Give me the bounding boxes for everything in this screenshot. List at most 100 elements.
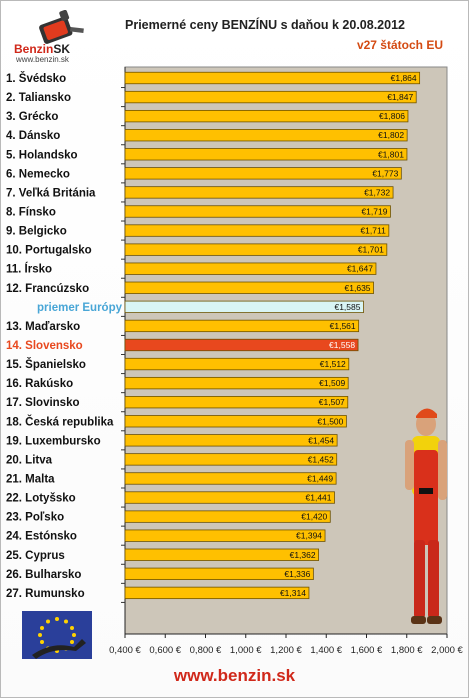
value-label-2: €1,847: [387, 92, 413, 102]
logo-name: Benzin: [14, 42, 54, 56]
value-label-7: €1,732: [364, 187, 390, 197]
value-label-4: €1,802: [378, 130, 404, 140]
bar-27: [124, 567, 314, 580]
x-tick-label-3: 0,800 €: [190, 645, 222, 656]
fuel-gun-logo-icon: [39, 10, 84, 44]
value-label-24: €1,420: [301, 512, 327, 522]
chart-subtitle: v27 štátoch EU: [356, 38, 443, 52]
value-label-11: €1,647: [347, 264, 373, 274]
value-label-1: €1,864: [391, 73, 417, 83]
bar-20: [124, 434, 338, 447]
bar-25: [124, 529, 326, 542]
value-label-12: €1,635: [345, 283, 371, 293]
category-label-1: 1. Švédsko: [6, 72, 66, 85]
value-label-3: €1,806: [379, 111, 405, 121]
value-label-21: €1,452: [308, 454, 334, 464]
bar-22: [124, 472, 337, 485]
bar-1: [124, 71, 421, 85]
category-label-14: 13. Maďarsko: [6, 321, 80, 333]
footer-url: www.benzin.sk: [173, 666, 296, 685]
category-label-26: 25. Cyprus: [6, 550, 65, 562]
category-label-15: 14. Slovensko: [6, 340, 83, 352]
value-label-5: €1,801: [378, 149, 404, 159]
x-tick-label-1: 0,400 €: [109, 645, 141, 656]
x-tick-label-7: 1,600 €: [351, 645, 383, 656]
value-label-20: €1,454: [308, 435, 334, 445]
x-tick-label-4: 1,000 €: [230, 645, 262, 656]
gas-station-attendant-image: [405, 408, 447, 624]
category-label-6: 6. Nemecko: [6, 168, 70, 180]
category-label-19: 18. Česká republika: [6, 415, 114, 428]
bar-16: [124, 357, 350, 371]
value-label-25: €1,394: [296, 531, 322, 541]
logo-wordmark: BenzinSK: [14, 42, 70, 56]
x-tick-label-5: 1,200 €: [270, 645, 302, 656]
bar-8: [124, 205, 391, 218]
bar-17: [124, 376, 349, 390]
logo-suffix: SK: [53, 42, 71, 56]
category-label-10: 10. Portugalsko: [6, 245, 92, 257]
value-label-28: €1,314: [280, 588, 306, 598]
bar-14: [124, 319, 360, 333]
category-label-18: 17. Slovinsko: [6, 397, 80, 409]
value-label-19: €1,500: [317, 416, 343, 426]
bar-10: [124, 243, 388, 256]
x-tick-label-9: 2,000 €: [431, 645, 463, 656]
value-label-18: €1,507: [319, 397, 345, 407]
value-label-15: €1,558: [329, 340, 355, 350]
value-label-23: €1,441: [306, 493, 332, 503]
category-label-5: 5. Holandsko: [6, 149, 78, 161]
category-label-21: 20. Litva: [6, 454, 53, 466]
bar-9: [124, 224, 390, 237]
category-label-2: 2. Taliansko: [6, 92, 71, 104]
x-tick-label-6: 1,400 €: [310, 645, 342, 656]
category-label-12: 12. Francúzsko: [6, 283, 89, 295]
bar-6: [124, 167, 402, 180]
bar-23: [124, 491, 335, 504]
bar-18: [124, 396, 349, 409]
category-label-4: 4. Dánsko: [6, 130, 60, 142]
bar-19: [124, 415, 347, 428]
category-label-23: 22. Lotyšsko: [6, 493, 76, 505]
value-label-10: €1,701: [358, 245, 384, 255]
bar-3: [124, 109, 409, 123]
value-label-17: €1,509: [319, 378, 345, 388]
value-label-9: €1,711: [360, 226, 386, 236]
category-label-9: 9. Belgicko: [6, 226, 67, 238]
value-label-27: €1,336: [284, 569, 310, 579]
bar-24: [124, 510, 331, 523]
x-tick-label-2: 0,600 €: [149, 645, 181, 656]
category-label-7: 7. Veľká Británia: [6, 187, 96, 199]
category-label-8: 8. Fínsko: [6, 206, 56, 218]
category-label-11: 11. Írsko: [6, 263, 52, 276]
bar-11: [124, 262, 377, 275]
value-label-6: €1,773: [372, 168, 398, 178]
bar-2: [124, 90, 417, 104]
chart-title: Priemerné ceny BENZÍNU s daňou k 20.08.2…: [125, 18, 405, 32]
bar-7: [124, 186, 394, 199]
bar-21: [124, 453, 338, 466]
bar-4: [124, 129, 408, 142]
category-label-22: 21. Malta: [6, 473, 55, 485]
value-label-22: €1,449: [307, 473, 333, 483]
category-label-27: 26. Bulharsko: [6, 569, 81, 581]
category-label-25: 24. Estónsko: [6, 531, 77, 543]
value-label-14: €1,561: [330, 321, 356, 331]
category-label-28: 27. Rumunsko: [6, 588, 85, 600]
category-label-16: 15. Španielsko: [6, 358, 86, 371]
value-label-16: €1,512: [320, 359, 346, 369]
logo-url: www.benzin.sk: [16, 55, 69, 64]
value-label-8: €1,719: [361, 206, 387, 216]
category-label-13: priemer Európy: [37, 302, 123, 314]
category-label-17: 16. Rakúsko: [6, 378, 73, 390]
bar-15: [124, 338, 359, 352]
category-label-24: 23. Poľsko: [6, 512, 64, 524]
bar-13: [124, 300, 364, 313]
value-label-13: €1,585: [334, 302, 360, 312]
bar-26: [124, 548, 320, 561]
category-label-3: 3. Grécko: [6, 111, 58, 123]
bar-5: [124, 148, 408, 161]
bar-28: [124, 586, 310, 600]
bar-12: [124, 281, 374, 294]
